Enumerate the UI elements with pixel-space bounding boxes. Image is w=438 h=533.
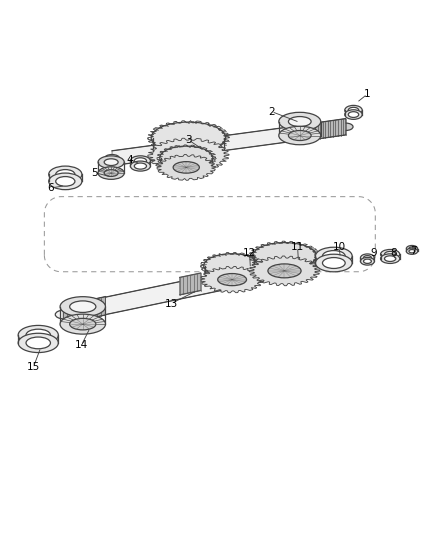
- Ellipse shape: [98, 167, 124, 179]
- Polygon shape: [180, 273, 201, 295]
- Text: 4: 4: [126, 155, 133, 165]
- Polygon shape: [112, 119, 346, 166]
- Text: 9: 9: [371, 248, 377, 259]
- Ellipse shape: [360, 254, 374, 262]
- Ellipse shape: [385, 256, 396, 262]
- Ellipse shape: [322, 251, 345, 262]
- Ellipse shape: [381, 249, 400, 259]
- Ellipse shape: [134, 158, 147, 164]
- Ellipse shape: [131, 161, 150, 171]
- Ellipse shape: [409, 247, 415, 251]
- Ellipse shape: [151, 122, 226, 154]
- Ellipse shape: [60, 314, 106, 334]
- Ellipse shape: [18, 326, 58, 345]
- Ellipse shape: [60, 297, 106, 317]
- Ellipse shape: [105, 155, 120, 162]
- Ellipse shape: [345, 110, 362, 119]
- Text: 7: 7: [410, 246, 417, 256]
- Ellipse shape: [279, 126, 321, 145]
- Ellipse shape: [104, 169, 118, 176]
- Ellipse shape: [406, 248, 418, 254]
- Polygon shape: [157, 155, 215, 180]
- Ellipse shape: [173, 161, 199, 173]
- Ellipse shape: [18, 333, 58, 352]
- Text: 5: 5: [91, 168, 98, 177]
- Ellipse shape: [131, 156, 150, 166]
- Ellipse shape: [360, 257, 374, 265]
- Ellipse shape: [315, 254, 352, 272]
- Ellipse shape: [70, 301, 96, 312]
- Ellipse shape: [385, 252, 396, 257]
- Ellipse shape: [26, 337, 50, 349]
- Polygon shape: [63, 297, 106, 324]
- Text: 8: 8: [390, 248, 397, 259]
- Ellipse shape: [279, 112, 321, 131]
- Ellipse shape: [49, 173, 82, 190]
- Polygon shape: [249, 256, 320, 286]
- Polygon shape: [201, 266, 264, 293]
- Text: 6: 6: [48, 183, 54, 193]
- Ellipse shape: [315, 247, 352, 265]
- Ellipse shape: [348, 112, 359, 117]
- Text: 12: 12: [243, 248, 256, 259]
- Ellipse shape: [169, 147, 208, 164]
- Ellipse shape: [409, 249, 415, 253]
- Polygon shape: [64, 253, 315, 323]
- Polygon shape: [315, 119, 346, 139]
- Ellipse shape: [338, 123, 353, 131]
- Ellipse shape: [306, 258, 324, 266]
- Ellipse shape: [204, 254, 261, 278]
- Text: 14: 14: [75, 340, 88, 350]
- Ellipse shape: [364, 259, 371, 263]
- Ellipse shape: [49, 166, 82, 183]
- Text: 1: 1: [364, 89, 371, 99]
- Ellipse shape: [104, 159, 118, 166]
- Text: 10: 10: [332, 242, 346, 252]
- Ellipse shape: [348, 107, 359, 113]
- Ellipse shape: [288, 117, 311, 126]
- Text: 2: 2: [268, 107, 275, 117]
- Text: 11: 11: [291, 242, 304, 252]
- Ellipse shape: [322, 257, 345, 269]
- Ellipse shape: [55, 310, 73, 319]
- Polygon shape: [148, 138, 229, 172]
- Text: 3: 3: [185, 135, 192, 145]
- Ellipse shape: [70, 318, 96, 330]
- Text: 15: 15: [27, 362, 40, 372]
- Ellipse shape: [288, 131, 311, 141]
- Ellipse shape: [268, 264, 301, 278]
- Ellipse shape: [98, 156, 124, 168]
- Ellipse shape: [381, 254, 400, 263]
- Ellipse shape: [160, 146, 213, 169]
- Ellipse shape: [134, 163, 147, 169]
- Ellipse shape: [56, 169, 75, 179]
- Ellipse shape: [252, 243, 317, 270]
- Ellipse shape: [364, 256, 371, 260]
- Ellipse shape: [56, 176, 75, 186]
- Ellipse shape: [26, 329, 50, 341]
- Ellipse shape: [406, 246, 418, 252]
- Text: 13: 13: [164, 298, 177, 309]
- Ellipse shape: [345, 106, 362, 115]
- Ellipse shape: [218, 273, 247, 286]
